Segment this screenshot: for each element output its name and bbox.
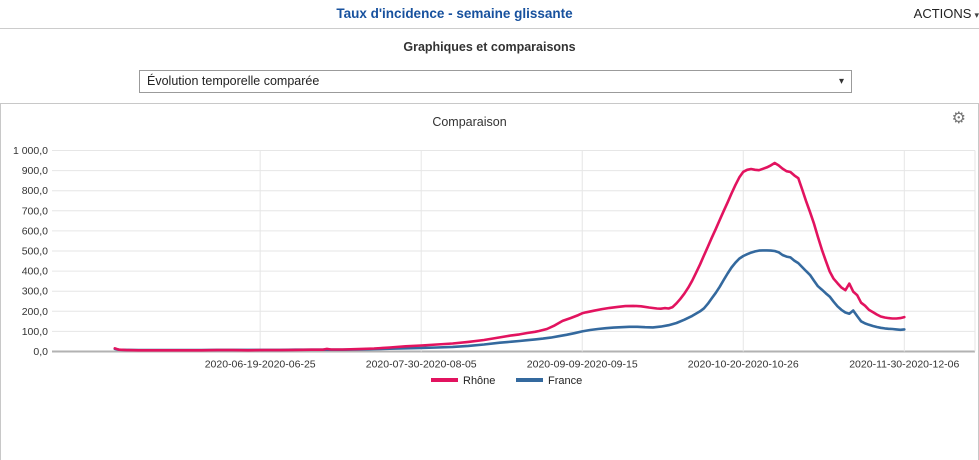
y-tick-label: 900,0 [22,165,48,177]
y-tick-label: 100,0 [22,326,48,338]
x-tick-label: 2020-11-30-2020-12-06 [849,359,959,371]
section-title: Graphiques et comparaisons [403,40,576,54]
caret-down-icon: ▾ [838,76,844,87]
y-tick-label: 800,0 [22,185,48,197]
x-tick-label: 2020-07-30-2020-08-05 [366,359,477,371]
y-tick-label: 300,0 [22,286,48,298]
y-tick-label: 0,0 [33,346,48,358]
actions-label: ACTIONS [913,6,972,21]
legend-item[interactable]: France [516,375,582,387]
chart-panel: Comparaison ⚙ 0,0 100,0 200,0 300,0 400,0 500… [0,103,979,460]
y-tick-label: 1 000,0 [13,145,48,157]
graph-type-select[interactable]: Évolution temporelle comparée ▾ [139,70,852,93]
actions-menu-button[interactable]: ACTIONS ▾ [914,6,979,21]
caret-down-icon: ▾ [974,10,979,20]
page-title: Taux d'incidence - semaine glissante [336,6,573,21]
top-bar: Taux d'incidence - semaine glissante ACT… [0,0,979,29]
y-tick-label: 700,0 [22,205,48,217]
x-tick-label: 2020-06-19-2020-06-25 [205,359,316,371]
x-tick-label: 2020-09-09-2020-09-15 [527,359,638,371]
x-tick-label: 2020-10-20-2020-10-26 [688,359,799,371]
legend-label: France [548,375,582,387]
y-tick-label: 600,0 [22,225,48,237]
y-tick-label: 400,0 [22,266,48,278]
comparison-chart: 0,0 100,0 200,0 300,0 400,0 500,0 600,0 700,0 80… [13,145,976,387]
y-tick-label: 200,0 [22,306,48,318]
series-line-Rhône [113,161,906,352]
legend-label: Rhône [463,375,495,387]
y-tick-label: 500,0 [22,246,48,258]
legend-item[interactable]: Rhône [431,375,495,387]
graph-type-selected-value: Évolution temporelle comparée [147,74,320,88]
graph-section-header: Graphiques et comparaisons Évolution tem… [0,29,979,103]
chart-title: Comparaison [432,115,507,129]
gear-icon[interactable]: ⚙ [951,108,966,127]
